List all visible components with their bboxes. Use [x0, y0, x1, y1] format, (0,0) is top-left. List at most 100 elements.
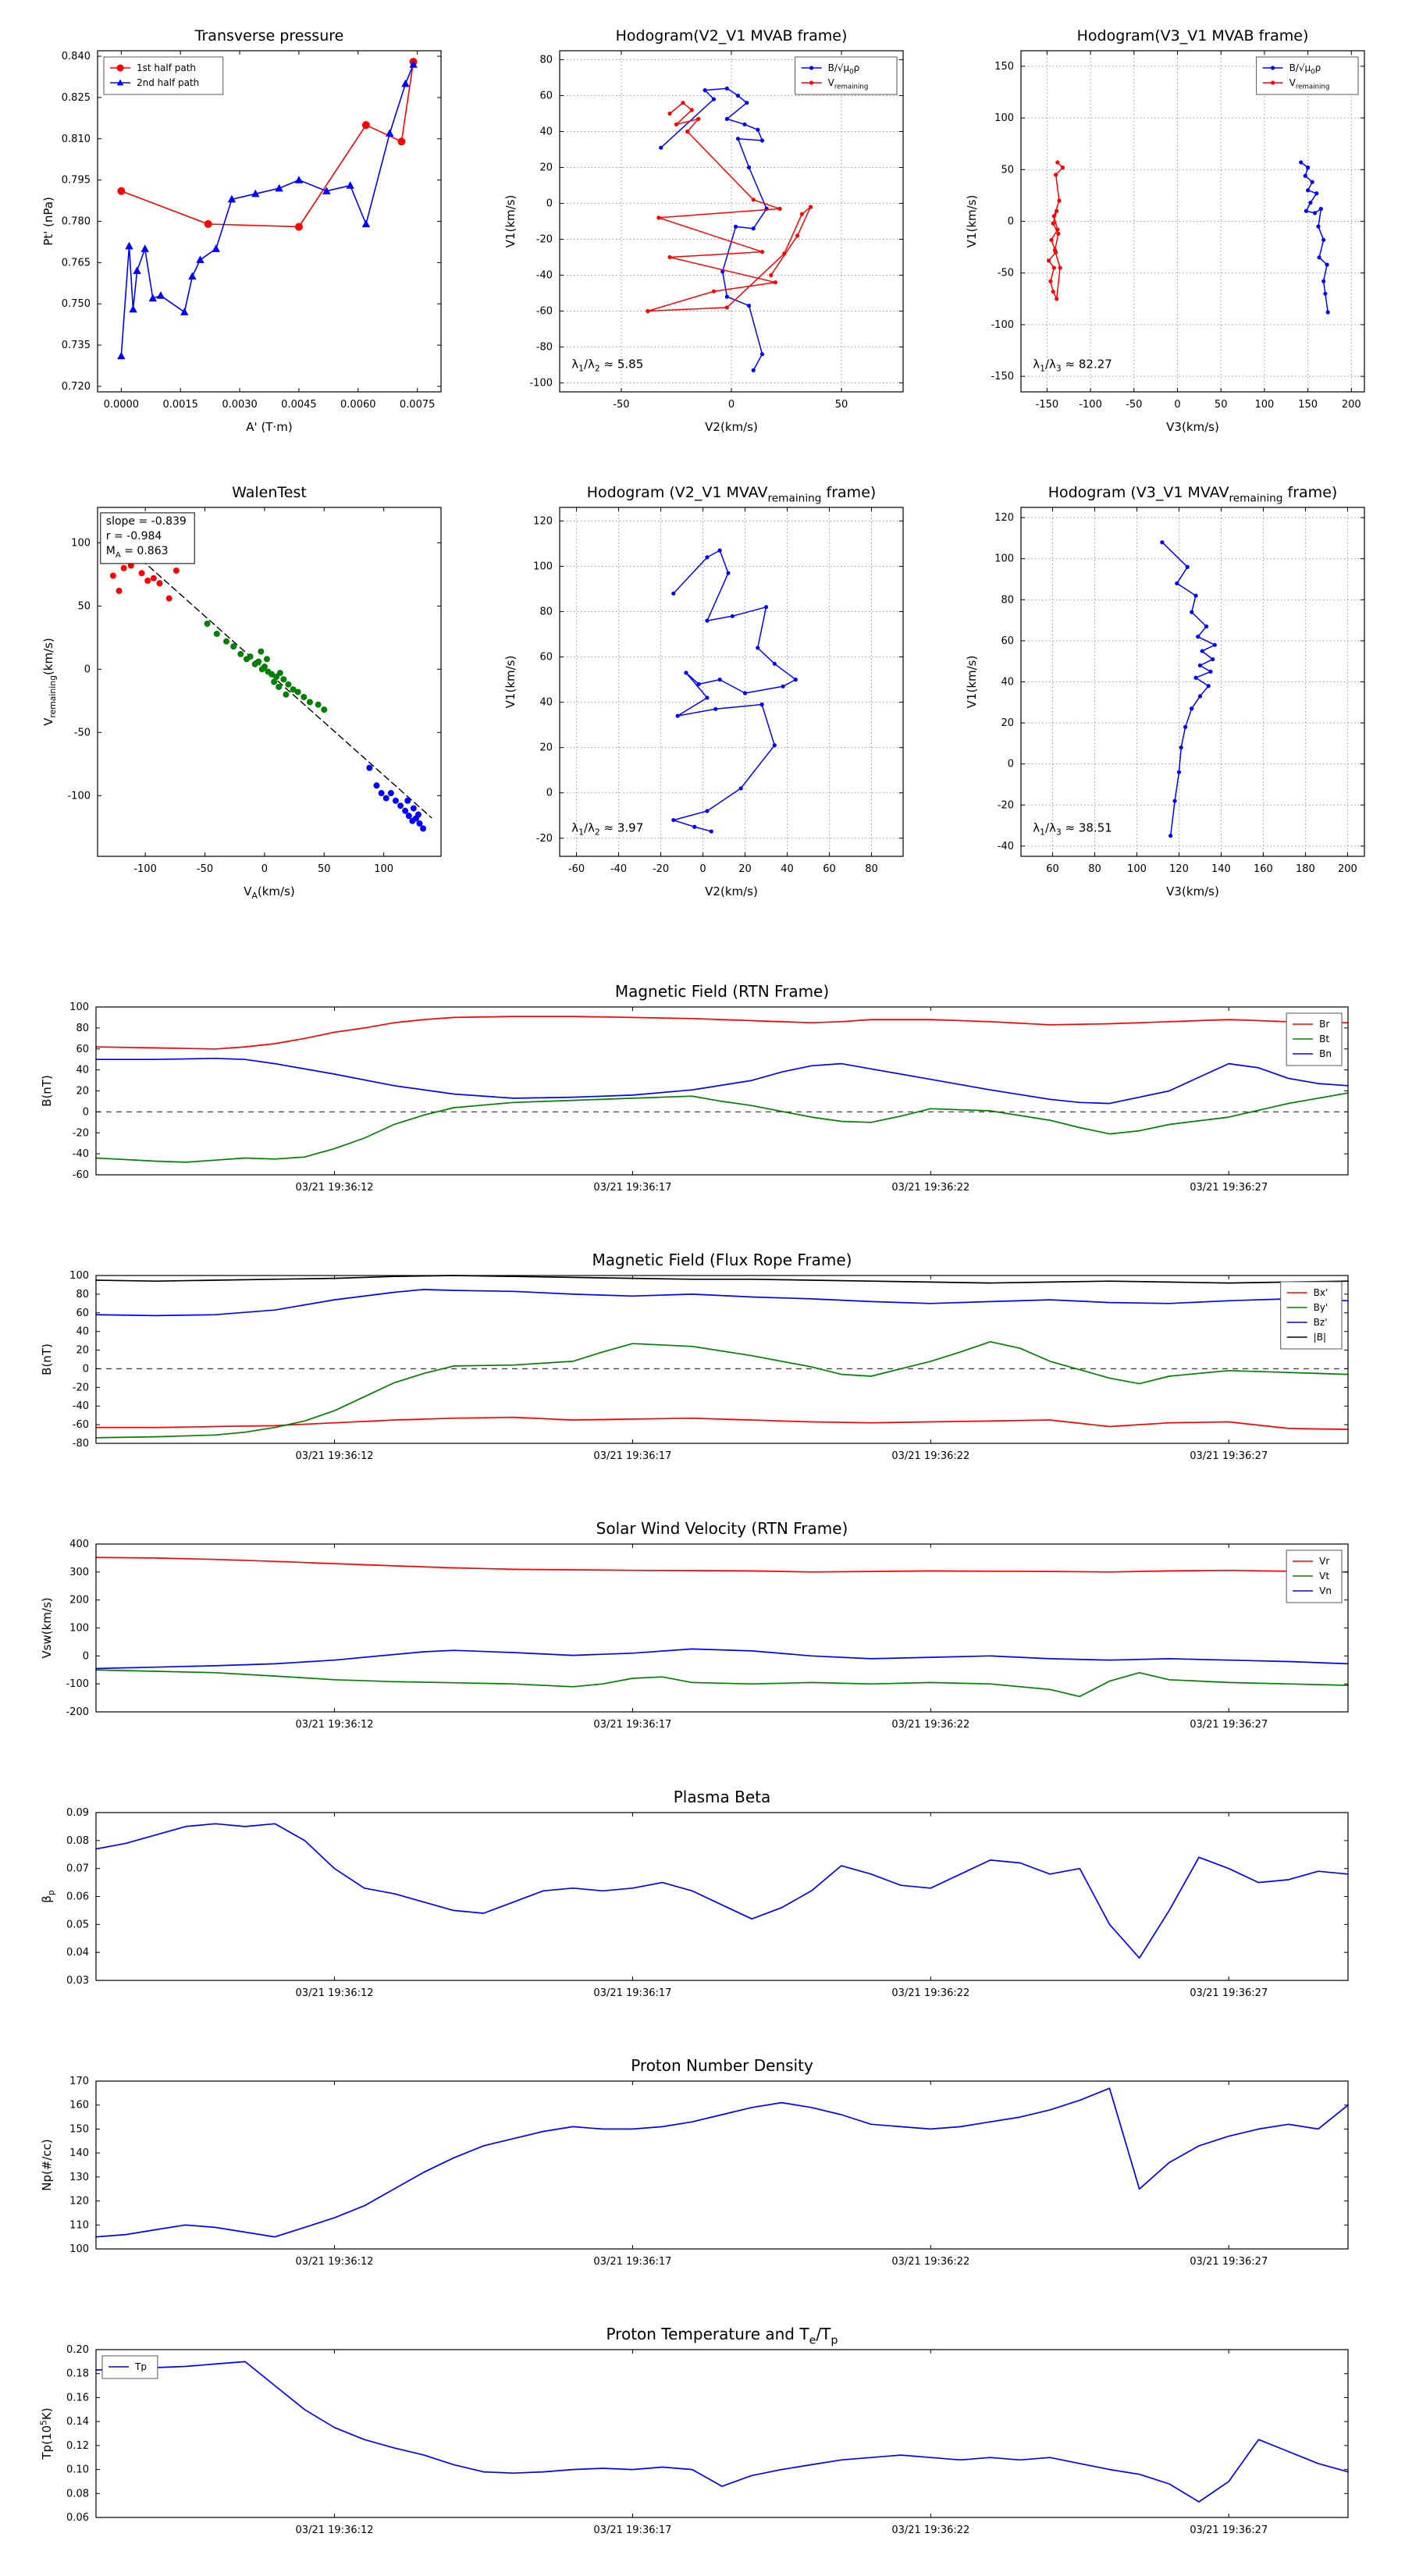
svg-text:200: 200 [1342, 399, 1361, 411]
svg-text:0: 0 [1008, 216, 1014, 228]
svg-text:0: 0 [84, 664, 91, 675]
svg-text:50: 50 [1001, 164, 1014, 176]
svg-text:03/21 19:36:22: 03/21 19:36:22 [891, 1987, 969, 1999]
svg-text:Vremaining: Vremaining [828, 77, 869, 91]
svg-text:0.735: 0.735 [62, 340, 91, 351]
svg-text:0: 0 [728, 399, 735, 411]
svg-text:-20: -20 [73, 1127, 89, 1139]
svg-text:110: 110 [69, 2219, 89, 2231]
svg-text:100: 100 [994, 112, 1014, 124]
svg-text:03/21 19:36:12: 03/21 19:36:12 [296, 1182, 374, 1194]
svg-text:200: 200 [69, 1595, 89, 1606]
svg-text:120: 120 [69, 2196, 89, 2208]
svg-text:-60: -60 [73, 1169, 89, 1181]
svg-text:130: 130 [69, 2172, 89, 2183]
svg-text:-100: -100 [529, 378, 553, 390]
svg-text:Tp(105K): Tp(105K) [38, 2407, 54, 2460]
svg-text:0.0045: 0.0045 [281, 399, 317, 411]
svg-text:By': By' [1314, 1302, 1329, 1313]
panel-magnetic-field-flux-rope: 03/21 19:36:12 03/21 19:36:17 03/21 19:36:… [22, 1244, 1383, 1486]
svg-text:-80: -80 [73, 1438, 89, 1450]
svg-text:Hodogram (V2_V1 MVAVremaining: Hodogram (V2_V1 MVAVremaining frame) [587, 484, 877, 504]
svg-text:0.18: 0.18 [66, 2368, 89, 2380]
svg-text:Solar Wind Velocity (RTN Frame: Solar Wind Velocity (RTN Frame) [596, 1519, 848, 1538]
svg-text:60: 60 [539, 91, 553, 102]
svg-text:400: 400 [69, 1539, 89, 1550]
svg-text:Tp: Tp [134, 2361, 147, 2372]
svg-text:80: 80 [76, 1023, 89, 1034]
svg-text:0.05: 0.05 [66, 1919, 89, 1930]
svg-text:03/21 19:36:17: 03/21 19:36:17 [593, 1987, 671, 1999]
svg-text:V1(km/s): V1(km/s) [965, 195, 979, 248]
svg-text:0.14: 0.14 [66, 2416, 89, 2428]
svg-text:0.810: 0.810 [62, 133, 91, 145]
svg-text:03/21 19:36:12: 03/21 19:36:12 [296, 1987, 374, 1999]
svg-text:03/21 19:36:27: 03/21 19:36:27 [1190, 1450, 1268, 1462]
svg-text:120: 120 [533, 515, 553, 527]
svg-text:-20: -20 [536, 833, 553, 845]
svg-text:0: 0 [1174, 399, 1180, 411]
svg-text:140: 140 [69, 2147, 89, 2159]
svg-text:60: 60 [539, 652, 553, 664]
svg-text:0.04: 0.04 [66, 1947, 89, 1959]
svg-text:Bn: Bn [1319, 1048, 1332, 1059]
chart-hodogram-v3v1-mvab: -150 -100 -50 0 50 100 150 200 -150 -100 -50 0 50 100… [947, 12, 1384, 453]
svg-text:B(nT): B(nT) [40, 1343, 54, 1375]
svg-text:0.08: 0.08 [66, 2488, 89, 2500]
svg-text:180: 180 [1296, 863, 1315, 875]
svg-text:0: 0 [261, 863, 268, 875]
svg-text:20: 20 [738, 863, 752, 875]
svg-text:03/21 19:36:12: 03/21 19:36:12 [296, 1450, 374, 1462]
svg-text:03/21 19:36:22: 03/21 19:36:22 [891, 1719, 969, 1731]
svg-text:0: 0 [83, 1650, 89, 1662]
svg-text:03/21 19:36:22: 03/21 19:36:22 [891, 1182, 969, 1194]
svg-text:1st half path: 1st half path [137, 62, 196, 73]
svg-text:-20: -20 [73, 1382, 89, 1393]
svg-text:Magnetic Field (Flux Rope Fram: Magnetic Field (Flux Rope Frame) [592, 1251, 852, 1269]
svg-text:Magnetic Field (RTN Frame): Magnetic Field (RTN Frame) [615, 982, 829, 1001]
svg-text:03/21 19:36:22: 03/21 19:36:22 [891, 2524, 969, 2536]
svg-text:-80: -80 [536, 342, 553, 354]
svg-text:20: 20 [76, 1086, 89, 1098]
svg-text:0.08: 0.08 [66, 1835, 89, 1847]
svg-text:0.840: 0.840 [62, 51, 91, 62]
svg-text:-200: -200 [66, 1706, 89, 1718]
svg-text:03/21 19:36:27: 03/21 19:36:27 [1190, 1719, 1268, 1731]
svg-text:0.795: 0.795 [62, 175, 91, 187]
svg-text:-50: -50 [613, 399, 629, 411]
svg-text:V3(km/s): V3(km/s) [1166, 884, 1219, 898]
svg-text:80: 80 [1001, 594, 1014, 606]
svg-text:03/21 19:36:17: 03/21 19:36:17 [593, 2256, 671, 2268]
chart-hodogram-v3v1-mvav: 60 80 100 120 140 160 180 200 -40 -20 0 20 40 60 80 100… [947, 468, 1384, 917]
svg-text:100: 100 [533, 560, 553, 572]
svg-text:150: 150 [994, 61, 1014, 73]
svg-text:Hodogram(V3_V1 MVAB frame): Hodogram(V3_V1 MVAB frame) [1077, 27, 1309, 44]
svg-text:Pt' (nPa): Pt' (nPa) [41, 197, 55, 246]
svg-text:λ1/λ2 ≈ 3.97: λ1/λ2 ≈ 3.97 [571, 820, 643, 837]
svg-text:20: 20 [76, 1345, 89, 1357]
svg-text:03/21 19:36:27: 03/21 19:36:27 [1190, 2256, 1268, 2268]
svg-text:50: 50 [77, 600, 91, 612]
svg-text:0: 0 [546, 788, 553, 799]
svg-text:-40: -40 [73, 1148, 89, 1160]
svg-text:λ1/λ2 ≈ 5.85: λ1/λ2 ≈ 5.85 [571, 357, 643, 373]
svg-text:0.07: 0.07 [66, 1863, 89, 1875]
svg-text:20: 20 [539, 742, 553, 754]
svg-text:50: 50 [1215, 399, 1228, 411]
svg-text:βp: βp [40, 1890, 56, 1903]
svg-text:WalenTest: WalenTest [232, 484, 307, 501]
svg-text:0.20: 0.20 [66, 2344, 89, 2356]
svg-text:03/21 19:36:27: 03/21 19:36:27 [1190, 1987, 1268, 1999]
svg-text:120: 120 [994, 512, 1014, 524]
svg-text:-20: -20 [536, 234, 553, 246]
svg-text:V1(km/s): V1(km/s) [503, 195, 518, 248]
svg-text:-50: -50 [998, 268, 1014, 279]
svg-text:50: 50 [318, 863, 331, 875]
svg-text:03/21 19:36:27: 03/21 19:36:27 [1190, 1182, 1268, 1194]
svg-text:0.06: 0.06 [66, 2512, 89, 2524]
chart-walen-test: -100 -50 0 50 100 -100 -50 0 50 100 WalenTest VA(km… [23, 468, 461, 917]
svg-text:Hodogram(V2_V1 MVAB frame): Hodogram(V2_V1 MVAB frame) [616, 27, 848, 44]
svg-text:Bz': Bz' [1314, 1317, 1328, 1328]
svg-text:Vsw(km/s): Vsw(km/s) [40, 1597, 54, 1658]
chart-transverse-pressure: 0.0000 0.0015 0.0030 0.0045 0.0060 0.0075 0.72… [23, 12, 461, 453]
